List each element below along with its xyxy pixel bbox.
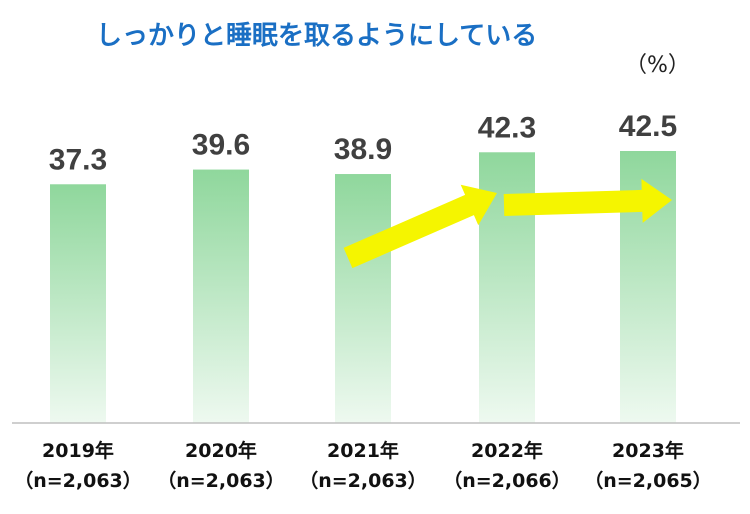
sample-size-label: （n=2,063）	[14, 469, 142, 492]
bar-2	[335, 174, 391, 423]
arrow-2022-to-2023	[503, 178, 672, 223]
bar-1	[193, 169, 249, 423]
category-label: 2022年	[471, 439, 543, 462]
chart-title: しっかりと睡眠を取るようにしている	[96, 21, 537, 51]
arrow-2021-to-2022	[343, 184, 497, 269]
bar-0	[50, 184, 106, 423]
sample-size-label: （n=2,065）	[584, 469, 712, 492]
value-label: 37.3	[49, 143, 107, 176]
category-label: 2021年	[327, 439, 399, 462]
category-labels-group: 2019年 （n=2,063） 2020年 （n=2,063） 2021年 （n=2,06…	[14, 439, 712, 492]
value-label: 42.5	[619, 110, 677, 143]
category-label: 2023年	[612, 439, 684, 462]
sample-size-label: （n=2,063）	[157, 469, 285, 492]
trend-arrows	[343, 178, 672, 269]
sample-size-label: （n=2,063）	[299, 469, 427, 492]
value-label: 39.6	[192, 129, 250, 162]
category-label: 2020年	[185, 439, 257, 462]
value-labels-group: 37.3 39.6 38.9 42.3 42.5	[49, 110, 677, 176]
unit-label: （%）	[625, 53, 690, 78]
value-label: 42.3	[478, 111, 536, 144]
value-label: 38.9	[334, 133, 392, 166]
sample-size-label: （n=2,066）	[443, 469, 571, 492]
category-label: 2019年	[42, 439, 114, 462]
